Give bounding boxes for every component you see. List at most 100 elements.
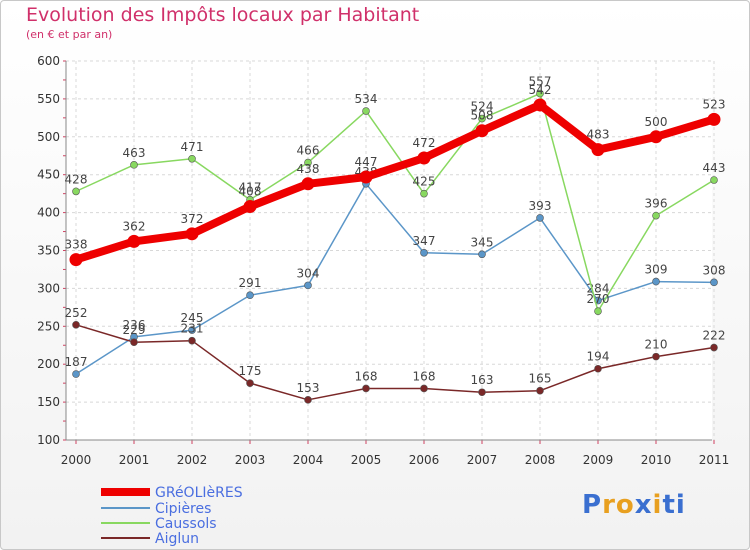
- x-tick-label: 2010: [641, 453, 672, 467]
- data-label: 557: [529, 75, 552, 89]
- data-point: [188, 336, 196, 345]
- logo-letter: i: [675, 490, 686, 520]
- data-label: 524: [471, 100, 494, 114]
- data-label: 362: [123, 219, 146, 233]
- data-point: [594, 307, 602, 315]
- x-tick-label: 2009: [583, 453, 614, 467]
- y-tick-label: 300: [37, 281, 60, 295]
- data-point: [72, 320, 80, 329]
- legend-label: GRéOLIèRES: [155, 485, 243, 501]
- data-point: [359, 170, 373, 184]
- data-label: 466: [297, 144, 320, 158]
- data-point: [591, 143, 605, 157]
- data-label: 372: [181, 212, 204, 226]
- x-tick-label: 2002: [177, 453, 208, 467]
- data-label: 500: [645, 115, 668, 129]
- y-tick-label: 200: [37, 357, 60, 371]
- data-label: 309: [645, 263, 668, 277]
- x-tick-label: 2001: [119, 453, 150, 467]
- data-point: [478, 114, 486, 123]
- proxiti-logo: Proxiti: [582, 490, 686, 520]
- data-label: 231: [181, 322, 204, 336]
- data-point: [127, 234, 141, 248]
- data-label: 396: [645, 197, 668, 211]
- data-label: 425: [413, 175, 436, 189]
- chart-subtitle: (en € et par an): [26, 28, 113, 41]
- y-tick-label: 450: [37, 168, 60, 182]
- data-point: [652, 277, 660, 286]
- x-tick-label: 2005: [351, 453, 382, 467]
- data-point: [130, 338, 138, 347]
- data-point: [69, 253, 83, 267]
- data-label: 417: [239, 181, 262, 195]
- series-line: [72, 100, 718, 264]
- data-label: 229: [123, 323, 146, 337]
- data-label: 483: [587, 128, 610, 142]
- legend-label: Caussols: [155, 516, 217, 532]
- y-tick-label: 100: [37, 433, 60, 447]
- data-point: [475, 124, 489, 138]
- data-point: [536, 214, 544, 222]
- x-tick-label: 2003: [235, 453, 266, 467]
- data-label: 428: [65, 172, 88, 186]
- data-label: 222: [703, 329, 726, 343]
- data-point: [536, 89, 544, 98]
- data-label: 438: [297, 162, 320, 176]
- data-label: 463: [123, 146, 146, 160]
- x-tick-label: 2004: [293, 453, 324, 467]
- data-point: [130, 161, 138, 169]
- data-point: [185, 227, 199, 241]
- y-tick-label: 400: [37, 206, 60, 220]
- y-tick-label: 500: [37, 130, 60, 144]
- data-label: 308: [703, 263, 726, 277]
- x-tick-label: 2006: [409, 453, 440, 467]
- data-point: [652, 352, 660, 361]
- data-label: 534: [355, 92, 378, 106]
- data-label: 338: [65, 238, 88, 252]
- data-point: [420, 189, 428, 198]
- data-label: 194: [587, 350, 610, 364]
- data-label: 165: [529, 372, 552, 386]
- data-point: [72, 370, 80, 378]
- y-tick-label: 600: [37, 54, 60, 68]
- data-label: 168: [355, 369, 378, 383]
- legend-item: Aiglun: [101, 531, 199, 547]
- data-label: 447: [355, 155, 378, 169]
- data-point: [362, 107, 370, 115]
- data-point: [243, 200, 257, 214]
- data-label: 187: [65, 355, 88, 369]
- data-point: [304, 396, 312, 404]
- legend-item: Cipières: [101, 501, 211, 517]
- data-label: 210: [645, 338, 668, 352]
- legend-label: Aiglun: [155, 531, 199, 547]
- data-point: [533, 98, 547, 112]
- data-point: [304, 281, 312, 290]
- legend-item: GRéOLIèRES: [101, 485, 243, 501]
- x-tick-label: 2007: [467, 453, 498, 467]
- data-label: 408: [239, 185, 262, 199]
- logo-letter: x: [634, 490, 653, 520]
- y-tick-label: 550: [37, 92, 60, 106]
- series-line: [75, 324, 715, 401]
- series-line: [75, 92, 715, 312]
- data-point: [362, 384, 370, 393]
- data-label: 393: [529, 199, 552, 213]
- data-label: 443: [703, 161, 726, 175]
- data-label: 153: [297, 381, 320, 395]
- data-label: 291: [239, 276, 262, 290]
- data-label: 347: [413, 234, 436, 248]
- data-label: 236: [123, 318, 146, 332]
- series-gréolières: 338 362 372 408 438 447 472 508 542 483 500 523: [65, 83, 725, 267]
- data-point: [710, 278, 718, 287]
- data-label: 471: [181, 140, 204, 154]
- data-label: 163: [471, 373, 494, 387]
- legend-label: Cipières: [155, 501, 211, 517]
- data-label: 270: [587, 292, 610, 306]
- data-label: 508: [471, 109, 494, 123]
- series-aiglun: 252 229 231 175 153 168 168 163 165 194 210 222: [65, 306, 726, 404]
- logo-letter: t: [662, 490, 676, 520]
- data-label: 304: [297, 266, 320, 280]
- data-label: 542: [529, 83, 552, 97]
- data-point: [420, 248, 428, 257]
